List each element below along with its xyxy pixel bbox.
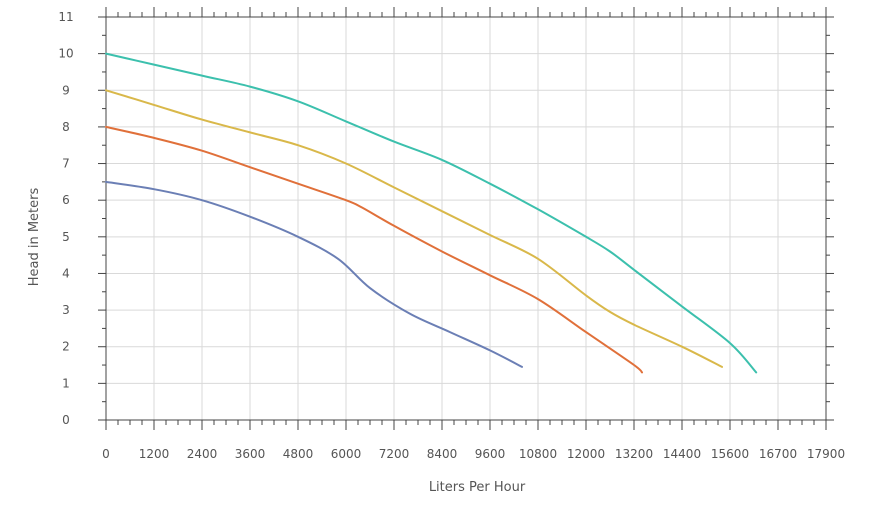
- y-tick-label: 1: [62, 376, 70, 390]
- x-tick-label: 15600: [711, 447, 749, 461]
- x-tick-label: 8400: [427, 447, 458, 461]
- series-line-4: [105, 52, 758, 374]
- x-tick-label: 4800: [283, 447, 314, 461]
- y-tick-label: 0: [62, 413, 70, 427]
- y-tick-label: 9: [62, 83, 70, 97]
- y-tick-label: 10: [58, 47, 73, 61]
- x-tick-label: 17900: [807, 447, 845, 461]
- x-tick-label: 1200: [139, 447, 170, 461]
- tick-labels: 0 1200 2400 3600 4800 6000 7200 8400 9600 10800 12…: [58, 10, 845, 461]
- grid: [105, 16, 827, 421]
- y-axis-title: Head in Meters: [27, 188, 42, 287]
- x-tick-label: 14400: [663, 447, 701, 461]
- x-tick-label: 16700: [759, 447, 797, 461]
- axes: [98, 7, 834, 430]
- y-tick-label: 7: [62, 157, 70, 171]
- series-line-3: [105, 89, 723, 368]
- x-axis-title: Liters Per Hour: [429, 480, 526, 495]
- x-tick-label: 12000: [567, 447, 605, 461]
- x-tick-label: 3600: [235, 447, 266, 461]
- x-tick-label: 6000: [331, 447, 362, 461]
- y-tick-label: 3: [62, 303, 70, 317]
- y-tick-label: 2: [62, 340, 70, 354]
- y-tick-label: 6: [62, 193, 70, 207]
- x-tick-label: 7200: [379, 447, 410, 461]
- x-tick-label: 9600: [475, 447, 506, 461]
- x-tick-label: 10800: [519, 447, 557, 461]
- series-line-2: [105, 125, 643, 374]
- y-tick-label: 11: [58, 10, 73, 24]
- x-tick-label: 13200: [615, 447, 653, 461]
- x-tick-label: 0: [102, 447, 110, 461]
- x-tick-label: 2400: [187, 447, 218, 461]
- y-tick-label: 4: [62, 266, 70, 280]
- series-lines: [105, 52, 758, 374]
- y-tick-label: 5: [62, 230, 70, 244]
- series-line-1: [105, 180, 523, 368]
- y-tick-label: 8: [62, 120, 70, 134]
